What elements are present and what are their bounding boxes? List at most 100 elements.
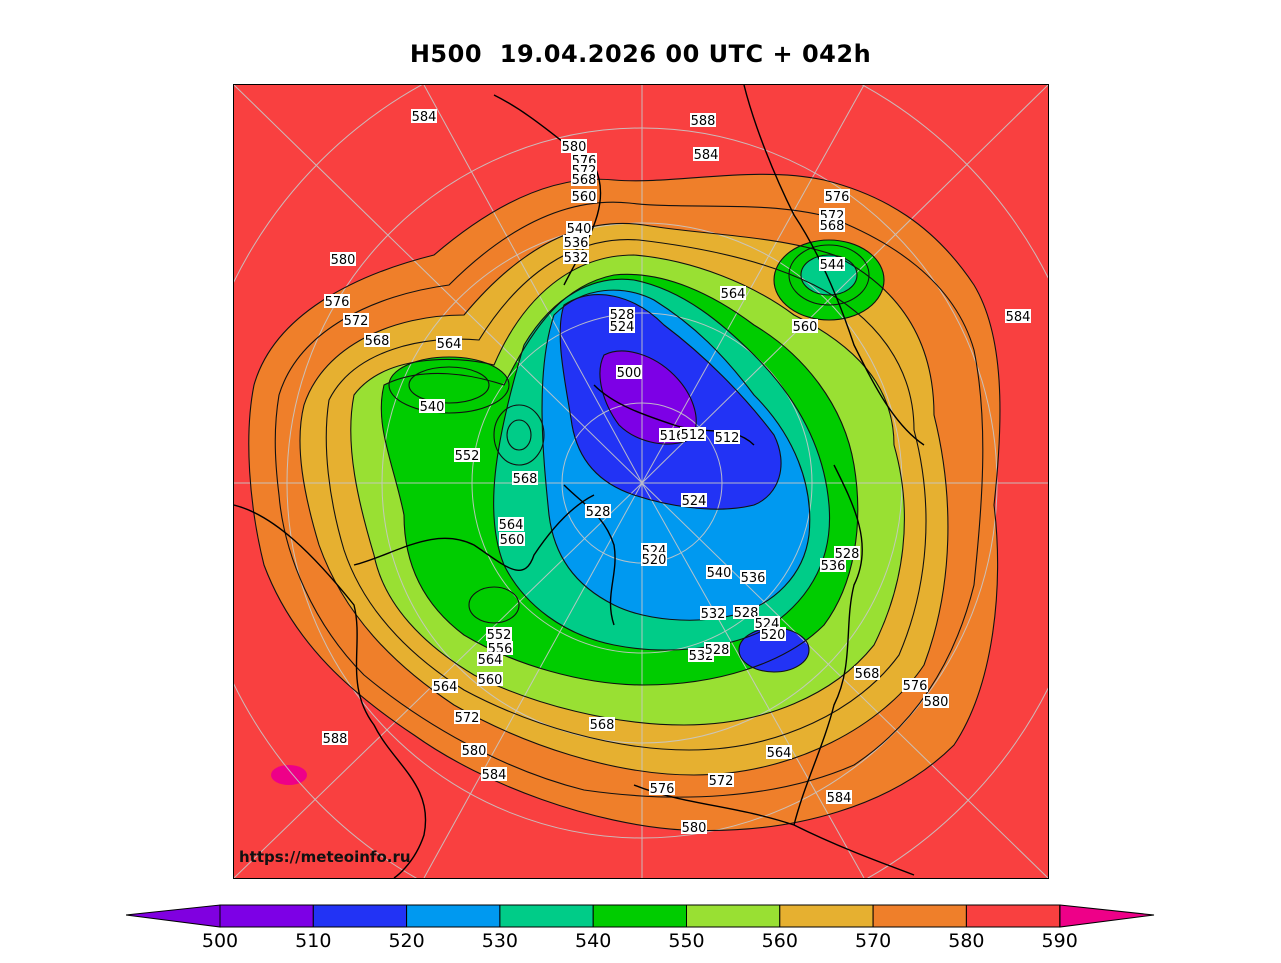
contour-label: 560: [499, 532, 525, 548]
contour-label-text: 524: [682, 494, 707, 509]
contour-label-text: 580: [682, 821, 707, 836]
contour-label: 568: [589, 717, 615, 733]
map-panel: 584 588 580 584 576 572 568 560 540 536 532 580 576 5…: [233, 84, 1049, 879]
contour-label-text: 584: [1006, 310, 1031, 325]
contour-label: 564: [436, 336, 462, 352]
contour-label-text: 536: [741, 571, 766, 586]
contour-label-text: 528: [734, 606, 759, 621]
contour-label: 512: [680, 427, 706, 443]
contour-label-text: 512: [681, 428, 706, 443]
colorbar-cell: [406, 904, 501, 928]
contour-label: 588: [690, 113, 716, 129]
contour-label-text: 536: [564, 236, 589, 251]
contour-label-text: 500: [617, 366, 642, 381]
contour-label: 576: [324, 294, 350, 310]
contour-label: 580: [461, 743, 487, 759]
colorbar-cell: [779, 904, 874, 928]
colorbar: [126, 904, 1155, 928]
contour-label: 536: [740, 570, 766, 586]
chart-title: H500 19.04.2026 00 UTC + 042h: [409, 40, 872, 68]
colorbar-cell: [686, 904, 781, 928]
contour-label-text: 564: [721, 287, 746, 302]
contour-label: 584: [411, 109, 437, 125]
contour-label: 560: [477, 672, 503, 688]
contour-lines: [248, 173, 1001, 832]
colorbar-cell: [219, 904, 314, 928]
source-watermark: https://meteoinfo.ru: [239, 848, 411, 866]
contour-label-text: 572: [709, 774, 734, 789]
contour-label: 524: [681, 493, 707, 509]
contour-label: 560: [792, 319, 818, 335]
colorbar-tick-label: 580: [948, 930, 985, 952]
contour-label: 572: [708, 773, 734, 789]
contour-label: 540: [419, 399, 445, 415]
contour-label: 564: [720, 286, 746, 302]
colorbar-cell: [872, 904, 967, 928]
colorbar-tick-label: 530: [481, 930, 519, 952]
contour-label-text: 552: [455, 449, 480, 464]
contour-label-text: 568: [513, 472, 538, 487]
contour-label-text: 572: [344, 314, 369, 329]
contour-label-text: 544: [820, 258, 845, 273]
contour-label-text: 560: [793, 320, 818, 335]
contour-label: 532: [700, 606, 726, 622]
contour-label: 568: [571, 172, 597, 188]
contour-label-text: 564: [437, 337, 462, 352]
contour-label: 536: [563, 235, 589, 251]
colorbar-tick-label: 590: [1041, 930, 1078, 952]
contour-label: 540: [706, 565, 732, 581]
contour-label: 544: [819, 257, 845, 273]
contour-label-text: 568: [572, 173, 597, 188]
contour-label-text: 576: [650, 782, 675, 797]
contour-label-text: 552: [487, 628, 512, 643]
colorbar-tick-label: 550: [668, 930, 705, 952]
contour-label: 580: [681, 820, 707, 836]
contour-label-text: 568: [365, 334, 390, 349]
contour-label: 576: [902, 678, 928, 694]
colorbar-tick-label: 560: [761, 930, 798, 952]
contour-label-text: 580: [562, 140, 587, 155]
contour-label: 532: [563, 250, 589, 266]
contour-label: 568: [854, 666, 880, 682]
contour-label-text: 532: [701, 607, 726, 622]
contour-label: 568: [819, 218, 845, 234]
low-siberia: [739, 628, 809, 672]
contour-label-text: 540: [707, 566, 732, 581]
contour-label-text: 540: [567, 222, 592, 237]
contour-label-text: 580: [924, 695, 949, 710]
contour-label: 552: [486, 627, 512, 643]
contour-label-text: 516: [660, 429, 685, 444]
contour-label-text: 512: [715, 431, 740, 446]
contour-label-text: 564: [433, 680, 458, 695]
contour-label: 584: [481, 767, 507, 783]
contour-label-text: 564: [478, 653, 503, 668]
contour-label-text: 568: [820, 219, 845, 234]
contour-label: 568: [512, 471, 538, 487]
contour-label: 580: [561, 139, 587, 155]
colorbar-cell: [965, 904, 1061, 928]
contour-label: 584: [1005, 309, 1031, 325]
colorbar-cell: [592, 904, 688, 928]
colorbar-cell: [312, 904, 408, 928]
contour-label-text: 588: [323, 732, 348, 747]
contour-label: 540: [566, 221, 592, 237]
colorbar-tick-label: 570: [854, 930, 892, 952]
contour-label-text: 528: [705, 643, 730, 658]
contour-label-text: 560: [478, 673, 503, 688]
contour-label: 556: [487, 641, 513, 657]
contour-label-text: 520: [761, 628, 786, 643]
contour-label-text: 568: [590, 718, 615, 733]
contour-label: 552: [454, 448, 480, 464]
contour-label: 576: [649, 781, 675, 797]
contour-label: 536: [820, 558, 846, 574]
contour-label-text: 560: [500, 533, 525, 548]
contour-label: 528: [585, 504, 611, 520]
contour-label-text: 532: [564, 251, 589, 266]
contour-label: 500: [616, 365, 642, 381]
contour-label-text: 560: [572, 190, 597, 205]
contour-label-text: 576: [903, 679, 928, 694]
contour-label: 520: [760, 627, 786, 643]
contour-label-layer: 584 5885805845765725685605405365325805765…: [322, 109, 1031, 836]
contour-label-text: 584: [694, 148, 719, 163]
contour-label: 584: [826, 790, 852, 806]
